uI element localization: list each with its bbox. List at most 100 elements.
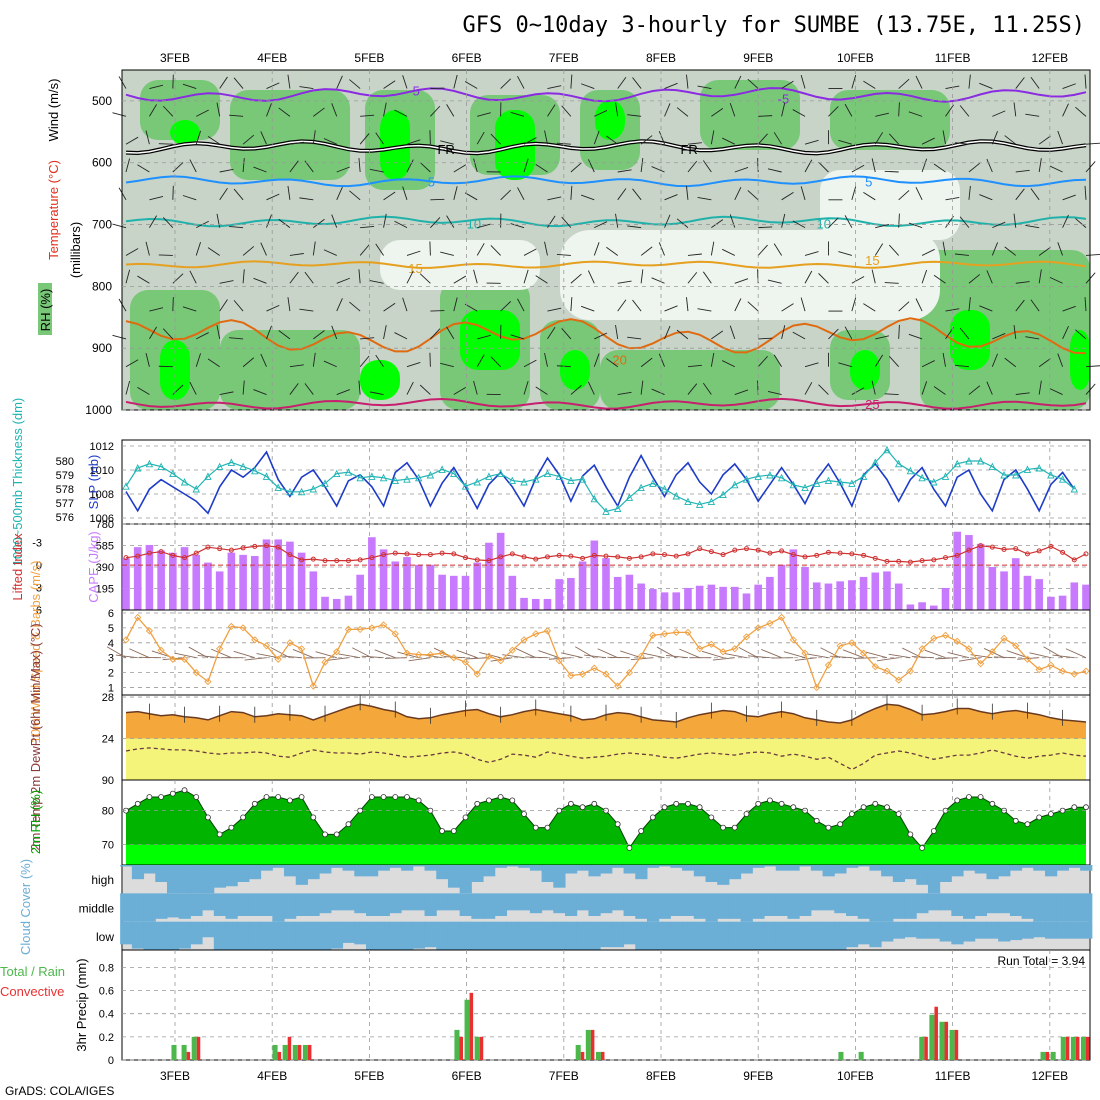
precip-total-bar: [191, 1036, 197, 1060]
wind-barb: [287, 185, 291, 200]
cloud-cover-bar: [705, 893, 718, 922]
wind-barb: [182, 83, 197, 89]
wind-barb: [687, 383, 698, 395]
wind-barb: [959, 327, 970, 340]
wind-barb: [875, 112, 890, 117]
wind-barb: [687, 272, 698, 284]
wind10m-barb: [761, 649, 782, 659]
wind-barb: [734, 298, 742, 312]
wind10m-barb: [701, 650, 724, 659]
cape-bar: [754, 584, 762, 610]
bottom-date-axis: 3FEB 4FEB 5FEB 6FEB 7FEB 8FEB 9FEB 10FEB 11FEB 12…: [160, 1069, 1068, 1083]
cape-bar: [122, 558, 130, 610]
wind-speed-point: [403, 649, 411, 657]
thickness-point: [813, 479, 821, 487]
cloud-cover-bar: [1033, 865, 1046, 871]
cape-bar: [637, 583, 645, 610]
thickness-point: [789, 480, 798, 489]
rh2m-point: [392, 794, 399, 800]
cape-bar: [414, 564, 423, 610]
cloud-cover-bar: [939, 865, 952, 882]
wind-barb: [476, 354, 485, 367]
wind-barb: [383, 80, 396, 89]
wind-speed-point: [1070, 670, 1078, 678]
wind-barb: [383, 102, 387, 117]
wind-barb: [781, 80, 794, 89]
wind-barb: [253, 277, 267, 284]
wind-barb: [149, 104, 158, 117]
wind-barb: [968, 74, 971, 89]
precip-total-bar: [282, 1044, 288, 1060]
wind-barb: [359, 244, 370, 256]
cloud-cover-bar: [330, 865, 344, 868]
cloud-cover-bar: [190, 893, 203, 916]
wind-speed-point: [906, 667, 915, 675]
rh-shade-region: [170, 120, 200, 145]
cloud-cover-bar: [459, 865, 472, 894]
isotherm-label: 5: [865, 174, 872, 189]
isotherm-label: 20: [612, 352, 626, 367]
li-point: [685, 551, 691, 557]
wind-barb: [851, 74, 857, 89]
cloud-cover-bar: [143, 921, 156, 950]
precip-total-bar: [929, 1014, 935, 1060]
wind10m-barb: [479, 651, 501, 659]
thickness-point: [742, 475, 751, 483]
li-point: [954, 552, 960, 558]
ylabel-rh: RH (%): [38, 289, 53, 332]
wind-barb: [921, 360, 935, 368]
cape-bar: [848, 580, 856, 610]
cloud-cover-bar: [506, 865, 519, 867]
wind-barb: [729, 102, 736, 117]
thickness-point: [953, 459, 961, 468]
cloud-cover-bar: [190, 865, 203, 894]
precip-total-bar: [272, 1044, 278, 1060]
wind-barb: [617, 299, 627, 312]
thickness-point: [613, 504, 622, 513]
wind-barb: [687, 364, 702, 368]
wind-barb: [112, 223, 127, 229]
wind-speed-point: [930, 634, 938, 642]
wind-barb: [336, 277, 350, 284]
thickness-point: [766, 470, 774, 479]
wind-barb: [640, 269, 644, 284]
cape-bar: [286, 541, 294, 610]
wind-barb: [216, 102, 221, 117]
li-point: [1060, 549, 1066, 555]
isotherm-line: [125, 260, 1087, 269]
wind-barb: [594, 221, 608, 229]
cloud-cover-bar: [166, 893, 180, 918]
wind-speed-point: [379, 621, 388, 629]
wind-barb: [757, 356, 768, 368]
cape-bar: [625, 574, 634, 610]
wind-barb: [734, 278, 749, 284]
wind-barb: [945, 215, 954, 228]
cloud-cover-bar: [319, 865, 332, 874]
wind-tick-label: 3: [108, 653, 114, 665]
li-point: [767, 550, 773, 556]
thickness-point: [297, 487, 306, 496]
wind-speed-point: [1012, 642, 1020, 650]
cloud-cover-bar: [166, 921, 180, 950]
wind-barb: [360, 114, 375, 117]
thickness-point: [543, 469, 552, 478]
wind-barb: [593, 242, 600, 256]
wind-barb: [172, 384, 184, 395]
cloud-cover-bar: [541, 865, 554, 882]
cloud-cover-bar: [717, 865, 730, 885]
precip-convective-bar: [479, 1036, 484, 1060]
cloud-cover-bar: [916, 921, 929, 939]
wind-barb: [358, 269, 361, 284]
cape-bar: [930, 605, 938, 610]
pressure-tick-label: 900: [92, 341, 112, 355]
thickness-point: [894, 459, 903, 468]
wind-barb: [676, 218, 689, 228]
wind-barb: [1062, 194, 1076, 201]
wind-barb: [336, 166, 350, 173]
wind-barb: [375, 354, 384, 367]
thickness-point: [1023, 465, 1032, 473]
li-point: [228, 547, 234, 553]
ylabel-wind: Wind (m/s): [46, 79, 61, 142]
wind-barb: [1075, 218, 1087, 228]
